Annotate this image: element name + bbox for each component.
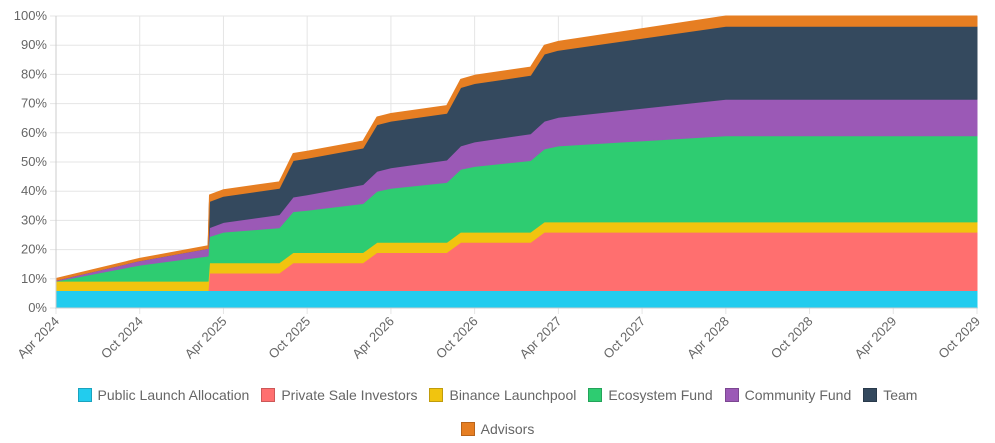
area-chart: 0% 10% 20% 30% 40% 50% 60% 70% 80% 90% 100% Apr 202… [14,8,983,362]
stacked-areas [55,15,978,309]
legend-label: Advisors [480,421,535,437]
legend-label: Community Fund [744,387,852,403]
legend-swatch [429,388,444,402]
x-tick-label: Oct 2024 [98,314,146,362]
y-tick-label: 30% [21,212,47,227]
x-tick-label: Apr 2025 [182,314,230,362]
legend-item[interactable]: Public Launch Allocation [77,384,250,406]
legend-swatch [863,388,878,402]
legend-label: Private Sale Investors [281,387,418,403]
x-tick-label: Oct 2029 [935,314,983,362]
x-tick-label: Apr 2029 [851,314,899,362]
legend-swatch [460,422,475,436]
legend-label: Binance Launchpool [449,387,577,403]
area-public-launch-allocation [55,290,978,309]
legend: Public Launch Allocation Private Sale Inv… [0,384,995,440]
legend-label: Public Launch Allocation [97,387,250,403]
y-tick-label: 0% [28,300,47,315]
area-advisors [55,15,978,281]
legend-item[interactable]: Binance Launchpool [429,384,576,406]
legend-label: Team [883,387,918,403]
legend-swatch [77,388,92,402]
legend-label: Ecosystem Fund [608,387,713,403]
y-tick-label: 20% [21,242,47,257]
x-tick-label: Apr 2026 [349,314,397,362]
y-tick-label: 40% [21,183,47,198]
x-tick-label: Oct 2025 [265,314,313,362]
legend-item[interactable]: Community Fund [724,384,852,406]
legend-swatch [261,388,276,402]
y-tick-label: 100% [14,8,48,23]
x-tick-label: Oct 2026 [433,314,481,362]
legend-item[interactable]: Team [863,384,917,406]
y-tick-label: 10% [21,271,47,286]
legend-item[interactable]: Private Sale Investors [261,384,417,406]
x-tick-label: Apr 2027 [517,314,565,362]
y-tick-label: 80% [21,66,47,81]
y-tick-label: 70% [21,96,47,111]
y-tick-label: 60% [21,125,47,140]
legend-item[interactable]: Advisors [460,418,535,440]
x-tick-label: Oct 2027 [600,314,648,362]
legend-swatch [588,388,603,402]
legend-item[interactable]: Ecosystem Fund [588,384,713,406]
y-tick-label: 90% [21,37,47,52]
legend-swatch [724,388,739,402]
y-tick-label: 50% [21,154,47,169]
x-tick-label: Oct 2028 [768,314,816,362]
x-tick-label: Apr 2028 [684,314,732,362]
x-tick-label: Apr 2024 [14,314,62,362]
